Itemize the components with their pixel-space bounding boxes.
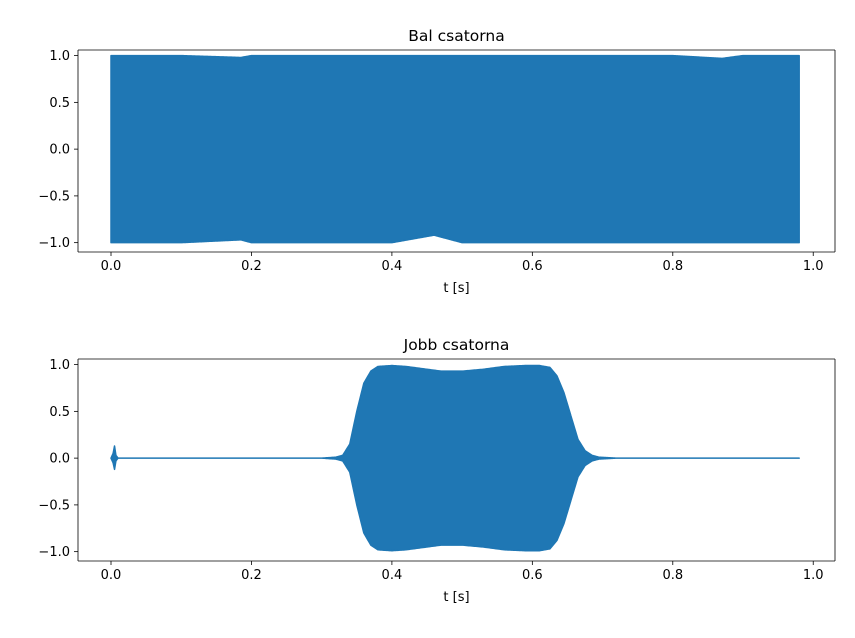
x-tick-label: 0.6 (522, 259, 543, 274)
y-tick-label: −0.5 (38, 189, 70, 204)
x-tick-label: 1.0 (803, 568, 824, 583)
y-tick-label: 0.0 (49, 143, 70, 158)
y-tick-label: −1.0 (38, 236, 70, 251)
x-tick-label: 0.0 (101, 568, 122, 583)
x-tick-label: 0.2 (241, 259, 262, 274)
x-tick-label: 0.8 (662, 568, 683, 583)
subplot-left-channel: 0.0 0.2 0.4 0.6 0.8 1.0 1.0 0.5 0.0 −0.5 −1.0 Bal c… (38, 27, 836, 296)
x-axis-label: t [s] (443, 281, 469, 296)
signal-series-0-0 (110, 54, 800, 244)
chart-title: Bal csatorna (408, 27, 504, 45)
x-tick-label: 0.0 (101, 259, 122, 274)
y-tick-label: 0.0 (49, 452, 70, 467)
y-tick-label: 1.0 (49, 358, 70, 373)
x-tick-label: 0.6 (522, 568, 543, 583)
x-tick-label: 0.4 (382, 568, 403, 583)
signal-series-1-0 (110, 364, 800, 552)
chart-title: Jobb csatorna (403, 336, 510, 354)
x-tick-label: 0.8 (662, 259, 683, 274)
subplot-right-channel: 0.0 0.2 0.4 0.6 0.8 1.0 1.0 0.5 0.0 −0.5 −1.0 Jobb … (38, 336, 836, 605)
y-tick-label: −0.5 (38, 498, 70, 513)
x-axis-label: t [s] (443, 590, 469, 605)
x-tick-label: 1.0 (803, 259, 824, 274)
y-tick-label: 1.0 (49, 49, 70, 64)
y-tick-label: −1.0 (38, 545, 70, 560)
x-tick-label: 0.4 (382, 259, 403, 274)
x-tick-label: 0.2 (241, 568, 262, 583)
y-tick-label: 0.5 (49, 96, 70, 111)
y-tick-label: 0.5 (49, 405, 70, 420)
